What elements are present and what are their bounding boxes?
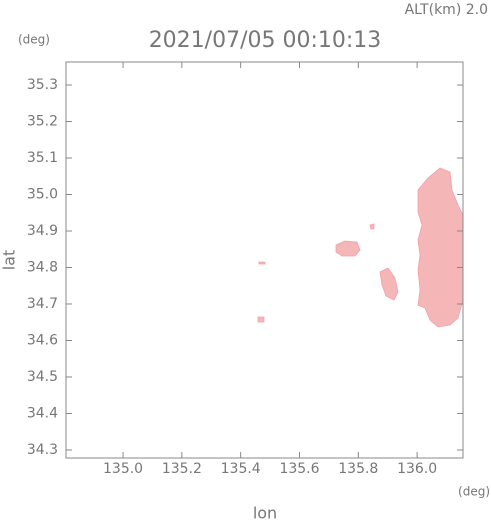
- x-tick-label: 135.8: [338, 461, 378, 477]
- chart-title: 2021/07/05 00:10:13: [149, 28, 382, 53]
- echo: [335, 240, 361, 257]
- x-axis-label: lon: [253, 504, 277, 521]
- echo: [258, 261, 266, 265]
- y-tick-label: 34.7: [27, 296, 58, 312]
- subtitle: ALT(km) 2.0: [405, 2, 488, 18]
- y-unit: (deg): [18, 33, 50, 47]
- x-tick-label: 135.6: [279, 461, 319, 477]
- y-tick-label: 34.8: [27, 259, 58, 275]
- x-tick-label: 135.4: [221, 461, 261, 477]
- y-tick-label: 35.3: [27, 77, 58, 93]
- y-tick-label: 34.6: [27, 332, 58, 348]
- y-axis-label: lat: [0, 250, 19, 271]
- plot-frame: [65, 61, 464, 459]
- echo: [257, 316, 265, 323]
- echo: [379, 267, 399, 301]
- y-tick-label: 35.0: [27, 186, 58, 202]
- x-tick-label: 135.2: [162, 461, 202, 477]
- y-tick-label: 34.3: [27, 442, 58, 458]
- y-tick-label: 35.2: [27, 113, 58, 129]
- echo: [369, 223, 375, 230]
- radar-echoes: [257, 167, 464, 328]
- x-tick-label: 135.0: [103, 461, 143, 477]
- y-tick-label: 34.5: [27, 369, 58, 385]
- x-unit: (deg): [458, 485, 490, 499]
- echo: [417, 167, 464, 328]
- y-tick-label: 35.1: [27, 150, 58, 166]
- x-tick-label: 136.0: [397, 461, 437, 477]
- y-tick-label: 34.4: [27, 405, 58, 421]
- y-tick-label: 34.9: [27, 223, 58, 239]
